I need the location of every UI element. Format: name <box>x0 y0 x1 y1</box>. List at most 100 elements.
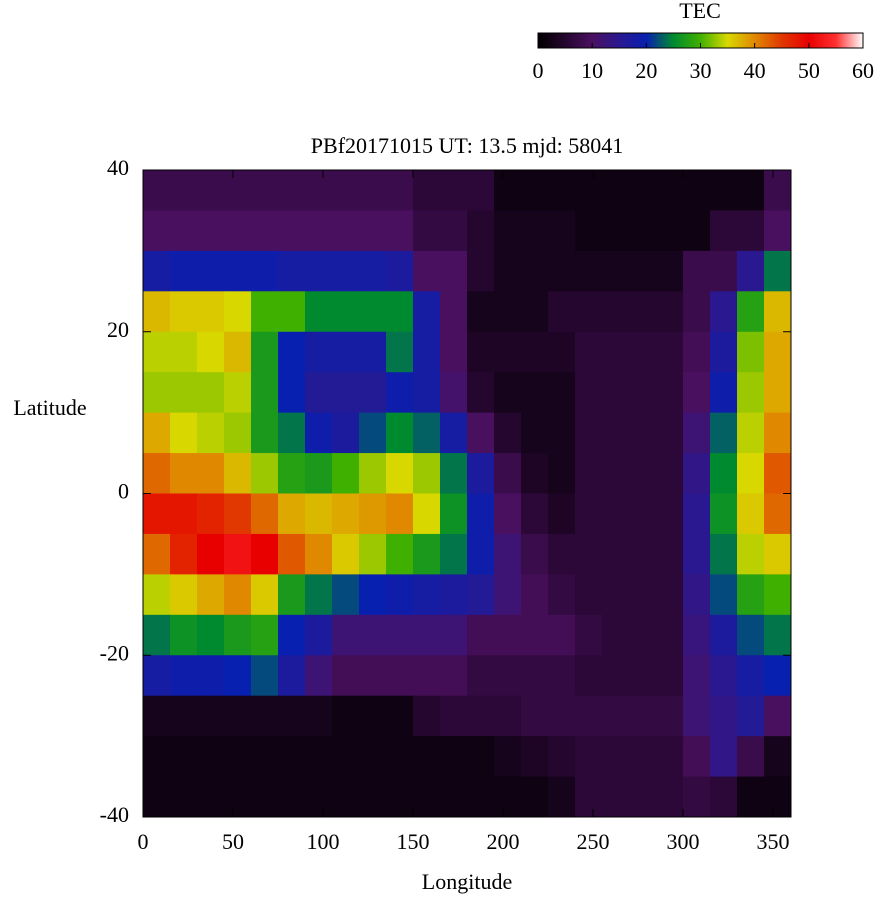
heatmap-cell <box>359 736 387 778</box>
heatmap-cell <box>197 250 225 292</box>
heatmap-cell <box>251 210 279 252</box>
heatmap-cell <box>467 736 495 778</box>
heatmap-cell <box>359 250 387 292</box>
heatmap-cell <box>170 655 198 697</box>
heatmap-cell <box>359 695 387 737</box>
heatmap-cell <box>467 533 495 575</box>
heatmap-cell <box>332 453 360 494</box>
heatmap-cell <box>278 655 306 697</box>
heatmap-cell <box>170 331 198 373</box>
heatmap-cell <box>143 331 171 373</box>
heatmap-cell <box>683 453 711 494</box>
heatmap-cell <box>386 291 414 333</box>
heatmap-cell <box>224 776 252 818</box>
heatmap-cell <box>386 412 414 454</box>
heatmap-cell <box>656 170 684 211</box>
heatmap-cell <box>143 493 171 535</box>
x-axis-label: Longitude <box>422 869 512 894</box>
heatmap-cell <box>737 493 765 535</box>
heatmap-cell <box>386 574 414 616</box>
heatmap-cell <box>575 493 603 535</box>
heatmap-cell <box>494 776 522 818</box>
heatmap-cell <box>494 695 522 737</box>
heatmap-cell <box>521 331 549 373</box>
heatmap-cell <box>683 372 711 414</box>
heatmap-cell <box>251 574 279 616</box>
heatmap-cell <box>278 291 306 333</box>
heatmap-cell <box>413 614 441 656</box>
heatmap-cell <box>710 493 738 535</box>
heatmap-cell <box>386 453 414 494</box>
heatmap-cell <box>629 695 657 737</box>
heatmap-cell <box>629 493 657 535</box>
heatmap-cell <box>440 372 468 414</box>
heatmap-cell <box>683 695 711 737</box>
heatmap-cell <box>467 574 495 616</box>
heatmap-cell <box>143 695 171 737</box>
heatmap-cell <box>710 412 738 454</box>
heatmap-cell <box>305 574 333 616</box>
heatmap-cell <box>305 614 333 656</box>
heatmap-cell <box>710 574 738 616</box>
heatmap-cell <box>359 210 387 252</box>
heatmap-cell <box>737 170 765 211</box>
heatmap-cell <box>737 210 765 252</box>
heatmap-cell <box>386 533 414 575</box>
heatmap-cell <box>602 412 630 454</box>
heatmap-cell <box>521 372 549 414</box>
heatmap-cell <box>737 655 765 697</box>
heatmap-cell <box>737 453 765 494</box>
heatmap-cell <box>386 331 414 373</box>
heatmap-cell <box>467 372 495 414</box>
heatmap-cell <box>683 412 711 454</box>
heatmap-cell <box>602 695 630 737</box>
heatmap-cell <box>224 372 252 414</box>
heatmap-cell <box>251 453 279 494</box>
heatmap-cell <box>467 210 495 252</box>
heatmap-cell <box>494 493 522 535</box>
heatmap-cell <box>359 170 387 211</box>
x-tick-label: 200 <box>487 829 520 854</box>
heatmap-cell <box>251 695 279 737</box>
heatmap-cell <box>251 412 279 454</box>
heatmap-cell <box>494 736 522 778</box>
heatmap-cell <box>575 372 603 414</box>
heatmap-cell <box>143 574 171 616</box>
heatmap-cell <box>683 291 711 333</box>
heatmap-cell <box>197 776 225 818</box>
heatmap-cell <box>170 453 198 494</box>
heatmap-cell <box>602 493 630 535</box>
heatmap-cell <box>143 170 171 211</box>
heatmap-cell <box>521 412 549 454</box>
heatmap-cell <box>710 736 738 778</box>
heatmap-cell <box>170 736 198 778</box>
heatmap-cell <box>305 210 333 252</box>
heatmap-cell <box>224 250 252 292</box>
heatmap-cell <box>737 412 765 454</box>
heatmap-cell <box>197 695 225 737</box>
heatmap-cell <box>197 210 225 252</box>
heatmap-cell <box>440 170 468 211</box>
heatmap-cell <box>440 695 468 737</box>
heatmap-cell <box>764 736 792 778</box>
colorbar-label: TEC <box>679 0 721 23</box>
heatmap-cell <box>359 655 387 697</box>
heatmap-cell <box>683 170 711 211</box>
heatmap-cell <box>494 655 522 697</box>
heatmap-cell <box>386 614 414 656</box>
heatmap-cell <box>494 412 522 454</box>
heatmap-cell <box>656 776 684 818</box>
heatmap-cell <box>575 614 603 656</box>
heatmap-cell <box>521 695 549 737</box>
heatmap-cell <box>683 493 711 535</box>
heatmap-cell <box>143 412 171 454</box>
colorbar-tick-label: 20 <box>635 58 657 83</box>
heatmap-cell <box>251 614 279 656</box>
heatmap-cell <box>278 331 306 373</box>
heatmap-cell <box>656 736 684 778</box>
heatmap-cell <box>413 655 441 697</box>
heatmap-cell <box>413 574 441 616</box>
heatmap-cell <box>278 250 306 292</box>
heatmap-cell <box>413 412 441 454</box>
